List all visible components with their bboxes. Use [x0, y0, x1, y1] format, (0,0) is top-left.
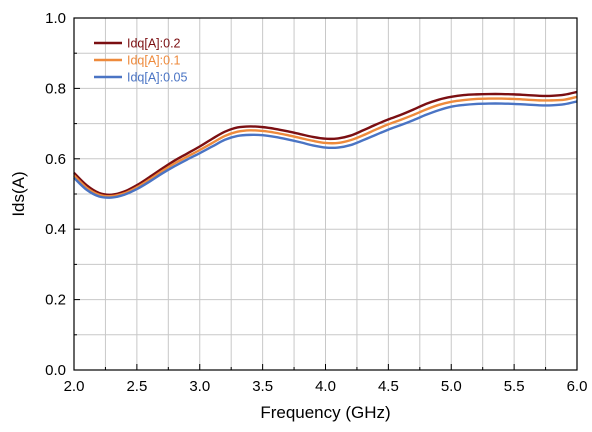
x-tick-label: 2.5 — [126, 378, 147, 395]
series-line-1 — [73, 90, 578, 196]
y-axis: 0.0 0.2 0.4 0.6 0.8 1.0 — [45, 10, 80, 379]
y-tick-label: 0.2 — [45, 292, 66, 309]
x-tick-label: 5.5 — [504, 378, 525, 395]
legend-label-3: Idq[A]:0.05 — [127, 71, 188, 85]
x-tick-label: 2.0 — [64, 378, 85, 395]
series-layer — [73, 90, 578, 199]
series-line-3 — [73, 100, 578, 199]
y-axis-title: Ids(A) — [9, 171, 28, 216]
legend-label-2: Idq[A]:0.1 — [127, 54, 181, 68]
x-tick-label: 3.5 — [252, 378, 273, 395]
x-axis: 2.0 2.5 3.0 3.5 4.0 4.5 5.0 5.5 6.0 — [64, 364, 588, 395]
y-tick-label: 0.4 — [45, 221, 66, 238]
y-tick-label: 0.0 — [45, 362, 66, 379]
legend-label-1: Idq[A]:0.2 — [127, 37, 181, 51]
x-tick-label: 4.5 — [378, 378, 399, 395]
x-tick-label: 5.0 — [441, 378, 462, 395]
y-tick-label: 0.8 — [45, 80, 66, 97]
x-tick-label: 3.0 — [189, 378, 210, 395]
series-line-2 — [73, 95, 578, 198]
x-axis-title: Frequency (GHz) — [260, 403, 390, 422]
x-tick-label: 4.0 — [315, 378, 336, 395]
y-tick-label: 0.6 — [45, 151, 66, 168]
x-tick-label: 6.0 — [567, 378, 588, 395]
y-tick-label: 1.0 — [45, 10, 66, 27]
grid — [74, 18, 577, 370]
legend: Idq[A]:0.2 Idq[A]:0.1 Idq[A]:0.05 — [94, 37, 188, 85]
